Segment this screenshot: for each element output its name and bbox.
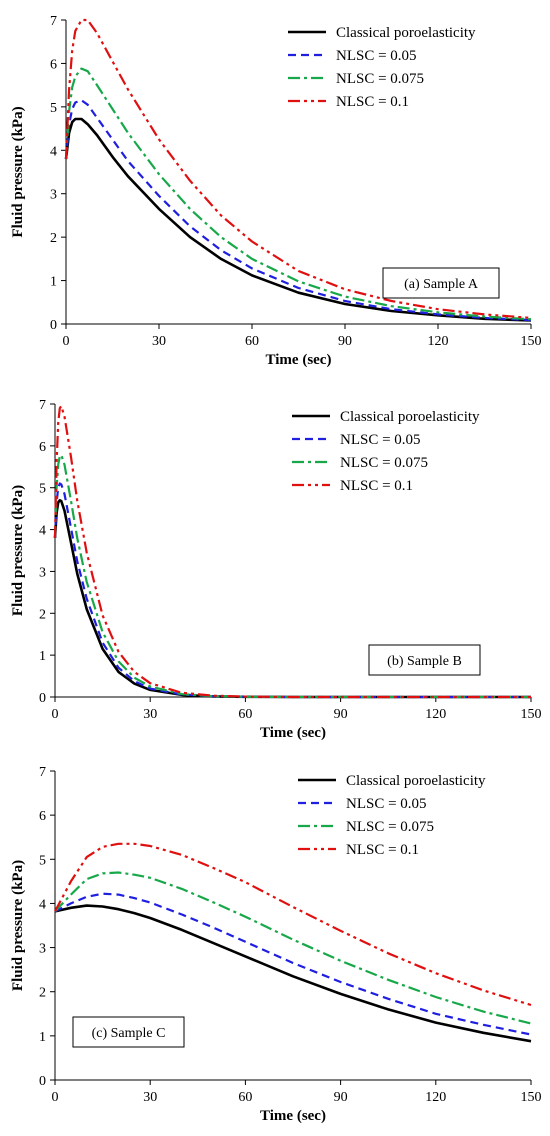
y-tick-label: 3 xyxy=(39,565,46,580)
x-tick-label: 90 xyxy=(334,1090,348,1105)
x-tick-label: 60 xyxy=(245,334,259,349)
y-tick-label: 6 xyxy=(39,809,46,824)
y-tick-label: 0 xyxy=(39,1074,46,1089)
x-tick-label: 0 xyxy=(52,1090,59,1105)
x-tick-label: 150 xyxy=(521,334,542,349)
y-axis-label: Fluid pressure (kPa) xyxy=(10,485,26,616)
y-tick-label: 5 xyxy=(39,853,46,868)
legend-label-nlsc-0075: NLSC = 0.075 xyxy=(346,819,434,835)
y-axis-label: Fluid pressure (kPa) xyxy=(10,106,26,237)
series-line-nlsc-01 xyxy=(64,18,532,319)
y-tick-label: 2 xyxy=(39,986,46,1001)
legend-label-nlsc-01: NLSC = 0.1 xyxy=(336,94,409,110)
x-axis-label: Time (sec) xyxy=(260,1108,326,1124)
x-tick-label: 150 xyxy=(521,707,542,722)
annotation-label: (c) Sample C xyxy=(92,1026,166,1041)
x-tick-label: 120 xyxy=(425,1090,446,1105)
legend: Classical poroelasticity NLSC = 0.05 NLSC … xyxy=(298,773,486,858)
series-line-nlsc-0075 xyxy=(64,67,532,321)
x-tick-label: 120 xyxy=(425,707,446,722)
y-tick-label: 1 xyxy=(39,649,46,664)
legend-label-nlsc-01: NLSC = 0.1 xyxy=(340,478,413,494)
series-line-nlsc-005 xyxy=(64,99,532,322)
x-axis-label: Time (sec) xyxy=(266,352,332,368)
legend-label-classical: Classical poroelasticity xyxy=(336,25,476,41)
x-tick-label: 60 xyxy=(238,707,252,722)
y-tick-label: 6 xyxy=(39,440,46,455)
series-line-nlsc-01 xyxy=(54,842,532,1007)
series-line-nlsc-005 xyxy=(53,482,531,699)
annotation-box xyxy=(72,1016,185,1048)
series-line-nlsc-0075 xyxy=(53,454,531,699)
series-line-nlsc-0075 xyxy=(54,871,532,1025)
x-tick-label: 150 xyxy=(521,1090,542,1105)
annotation-box xyxy=(368,644,481,676)
chart-panel-c: 0 1 2 3 4 5 6 7 0 30 60 90 120 150 Time (sec) Fluid pre… xyxy=(10,765,542,1124)
legend-label-classical: Classical poroelasticity xyxy=(346,773,486,789)
y-tick-label: 2 xyxy=(39,607,46,622)
x-tick-label: 60 xyxy=(238,1090,252,1105)
x-tick-label: 30 xyxy=(152,334,166,349)
legend-label-nlsc-0075: NLSC = 0.075 xyxy=(336,71,424,87)
x-tick-label: 90 xyxy=(338,334,352,349)
series-line-nlsc-005 xyxy=(54,892,532,1036)
y-tick-label: 5 xyxy=(39,482,46,497)
y-tick-label: 7 xyxy=(50,14,57,29)
annotation-box xyxy=(382,267,500,299)
legend-label-nlsc-01: NLSC = 0.1 xyxy=(346,842,419,858)
y-tick-label: 1 xyxy=(50,275,57,290)
series-line-classical xyxy=(64,117,532,322)
x-axis-label: Time (sec) xyxy=(260,725,326,741)
y-tick-label: 0 xyxy=(39,691,46,706)
y-tick-label: 1 xyxy=(39,1030,46,1045)
y-tick-label: 3 xyxy=(50,188,57,203)
legend-label-nlsc-005: NLSC = 0.05 xyxy=(346,796,427,812)
annotation-label: (b) Sample B xyxy=(387,654,462,669)
y-tick-label: 4 xyxy=(50,144,57,159)
y-tick-label: 3 xyxy=(39,942,46,957)
y-tick-label: 4 xyxy=(39,897,46,912)
chart-panel-b: 0 1 2 3 4 5 6 7 0 30 60 90 120 150 Time (sec) Fluid pre… xyxy=(10,398,542,741)
y-tick-label: 7 xyxy=(39,765,46,780)
x-tick-label: 30 xyxy=(143,707,157,722)
legend-label-classical: Classical poroelasticity xyxy=(340,409,480,425)
legend: Classical poroelasticity NLSC = 0.05 NLSC … xyxy=(292,409,480,494)
x-tick-label: 90 xyxy=(334,707,348,722)
y-tick-label: 4 xyxy=(39,524,46,539)
x-tick-label: 120 xyxy=(428,334,449,349)
legend-label-nlsc-005: NLSC = 0.05 xyxy=(336,48,417,64)
y-tick-label: 7 xyxy=(39,398,46,413)
x-tick-label: 0 xyxy=(52,707,59,722)
y-tick-label: 2 xyxy=(50,231,57,246)
legend: Classical poroelasticity NLSC = 0.05 NLSC … xyxy=(288,25,476,110)
y-tick-label: 5 xyxy=(50,101,57,116)
y-tick-label: 0 xyxy=(50,318,57,333)
legend-label-nlsc-005: NLSC = 0.05 xyxy=(340,432,421,448)
chart-panel-a: 0 1 2 3 4 5 6 7 0 30 60 90 120 150 Time (sec) Fluid pre… xyxy=(10,14,542,368)
annotation-label: (a) Sample A xyxy=(404,277,479,292)
x-tick-label: 0 xyxy=(63,334,70,349)
series-line-classical xyxy=(54,904,532,1043)
series-line-nlsc-01 xyxy=(53,405,531,699)
y-tick-label: 6 xyxy=(50,57,57,72)
legend-label-nlsc-0075: NLSC = 0.075 xyxy=(340,455,428,471)
y-axis-label: Fluid pressure (kPa) xyxy=(10,860,26,991)
x-tick-label: 30 xyxy=(143,1090,157,1105)
